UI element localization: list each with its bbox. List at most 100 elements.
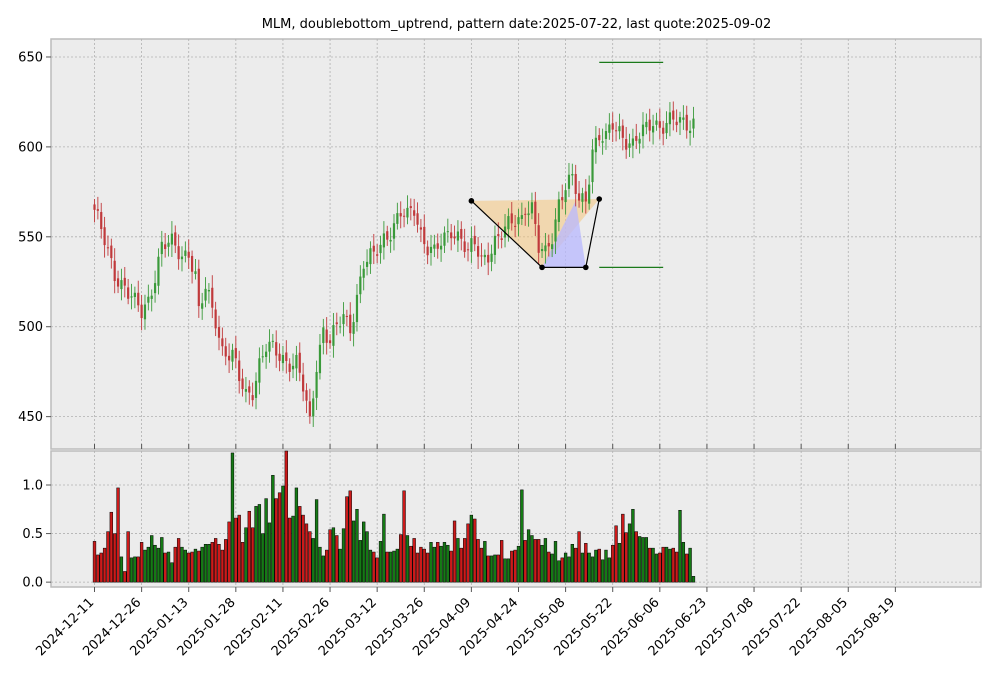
volume-bar xyxy=(284,450,288,583)
candle-body xyxy=(251,395,254,401)
pattern-point xyxy=(596,196,603,202)
candle-body xyxy=(497,234,500,237)
volume-bar xyxy=(634,531,638,583)
candle-body xyxy=(635,135,638,141)
candle-body xyxy=(170,233,173,245)
candle-body xyxy=(349,314,352,334)
volume-bar xyxy=(594,549,598,583)
volume-bar xyxy=(550,553,554,583)
candle-body xyxy=(517,217,520,225)
volume-bar xyxy=(173,546,177,583)
candle-body xyxy=(281,354,285,364)
candle-body xyxy=(302,374,305,392)
volume-bar xyxy=(574,547,578,583)
candle-body xyxy=(439,245,443,250)
candle-body xyxy=(399,213,402,217)
candle-body xyxy=(248,386,251,393)
volume-bar xyxy=(530,535,534,583)
volume-bar xyxy=(671,547,675,583)
volume-bar xyxy=(520,489,524,583)
volume-bar xyxy=(452,520,457,583)
candle-body xyxy=(234,348,237,359)
candle-body xyxy=(625,139,628,150)
volume-bar xyxy=(432,546,437,583)
price-y-axis: 450 500 550 600 650 xyxy=(18,50,51,425)
candle-body xyxy=(177,246,180,260)
volume-bar xyxy=(476,539,480,583)
candle-body xyxy=(332,325,335,346)
candle-body xyxy=(113,260,116,282)
candle-body xyxy=(174,232,177,246)
volume-bar xyxy=(331,527,336,583)
candle-body xyxy=(167,242,170,247)
candle-body xyxy=(96,209,99,211)
candle-body xyxy=(184,250,187,256)
volume-bar xyxy=(439,545,443,583)
volume-bar xyxy=(153,544,157,583)
volume-bar xyxy=(321,555,325,583)
volume-bar xyxy=(180,546,184,583)
candle-body xyxy=(692,118,695,129)
volume-bar xyxy=(637,536,642,583)
candle-body xyxy=(641,124,645,137)
volume-bar xyxy=(200,546,204,583)
volume-bar xyxy=(116,487,120,583)
volume-bar xyxy=(96,554,100,583)
candle-body xyxy=(483,254,486,258)
pattern-fill-blue xyxy=(542,200,586,268)
candle-body xyxy=(217,327,221,338)
candle-body xyxy=(379,244,382,254)
candle-body xyxy=(581,193,584,202)
volume-bar xyxy=(681,542,686,583)
candle-body xyxy=(601,141,604,143)
volume-bar xyxy=(648,547,652,583)
volume-bar xyxy=(678,510,682,583)
volume-bar xyxy=(318,546,322,583)
volume-bar xyxy=(614,525,618,583)
volume-bar xyxy=(395,548,400,583)
volume-bar xyxy=(456,538,460,583)
candle-body xyxy=(628,143,631,148)
volume-bar xyxy=(217,544,221,583)
candle-body xyxy=(318,344,322,374)
candle-body xyxy=(137,292,140,306)
candle-body xyxy=(594,137,597,153)
volume-bar xyxy=(143,549,147,583)
volume-bar xyxy=(567,556,571,583)
volume-bar xyxy=(516,545,521,583)
candle-body xyxy=(588,184,591,204)
candle-body xyxy=(207,290,211,292)
candle-body xyxy=(493,235,497,255)
candle-body xyxy=(675,121,678,126)
volume-bar xyxy=(563,552,568,583)
candle-body xyxy=(419,227,423,230)
volume-bar xyxy=(227,521,231,583)
volume-bar xyxy=(348,490,352,583)
volume-bar xyxy=(668,548,672,583)
candle-body xyxy=(261,356,264,358)
volume-bar xyxy=(187,552,191,583)
candle-body xyxy=(100,212,103,230)
candle-body xyxy=(298,352,301,373)
volume-bar xyxy=(378,541,383,583)
volume-bar xyxy=(442,542,447,583)
candle-body xyxy=(524,213,527,215)
candle-body xyxy=(187,251,190,258)
candle-body xyxy=(567,174,571,189)
candle-body xyxy=(197,268,200,307)
volume-bar xyxy=(412,538,416,583)
volume-bar xyxy=(230,452,235,583)
volume-bar xyxy=(106,531,110,583)
volume-bar xyxy=(399,534,403,583)
volume-bar xyxy=(109,511,113,583)
volume-bar xyxy=(176,538,181,583)
volume-bar xyxy=(372,551,376,583)
volume-bar xyxy=(466,523,470,583)
volume-bar xyxy=(446,544,450,583)
candle-body xyxy=(510,213,513,224)
volume-bar xyxy=(674,551,679,583)
volume-bar xyxy=(392,550,396,583)
candle-body xyxy=(120,280,123,290)
candle-body xyxy=(157,256,160,286)
pattern-point xyxy=(539,264,545,271)
